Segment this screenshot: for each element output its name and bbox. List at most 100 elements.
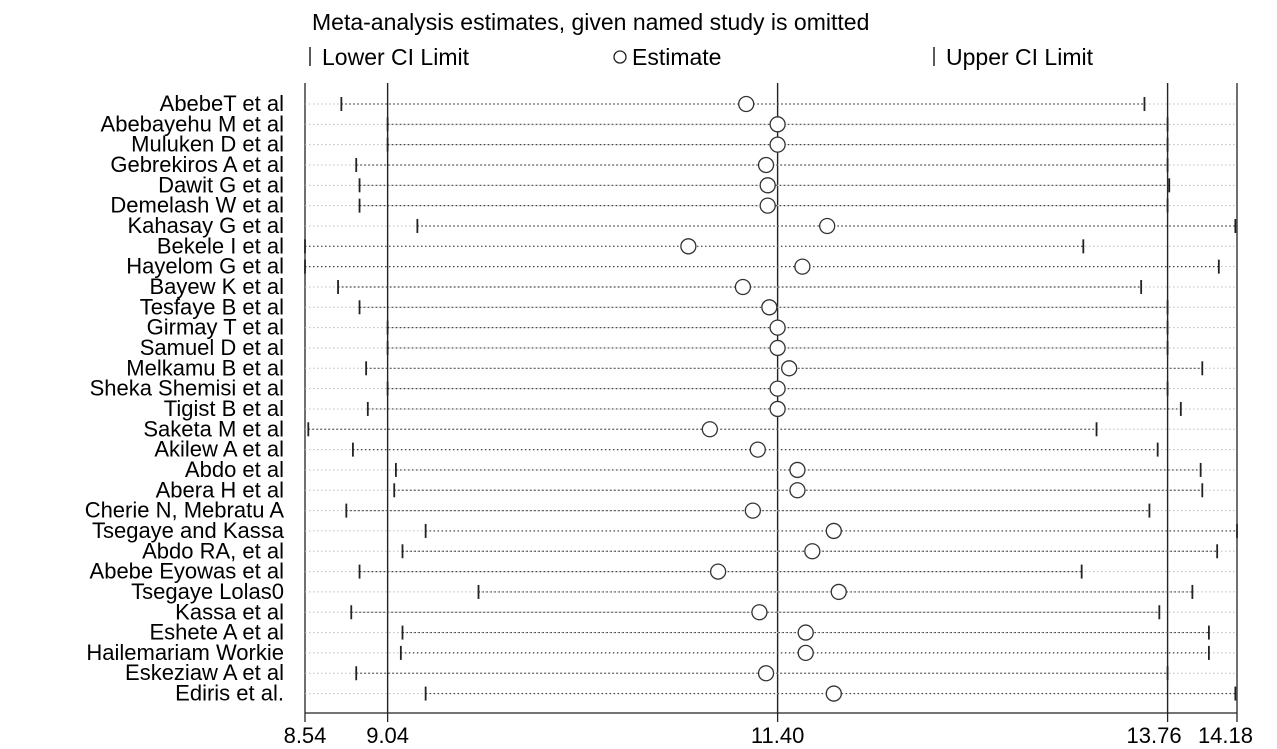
- estimate-marker: [761, 299, 778, 316]
- study-label: Tsegaye Lolas0: [131, 579, 284, 604]
- study-row: [305, 543, 1237, 560]
- study-row: [305, 441, 1237, 458]
- estimate-marker: [757, 156, 775, 174]
- study-label: AbebeT et al: [160, 91, 284, 116]
- study-label: Bekele I et al: [157, 233, 284, 258]
- estimate-marker: [797, 624, 814, 641]
- study-label: Ediris et al.: [175, 681, 284, 706]
- study-label: Saketa M et al: [143, 416, 284, 441]
- study-label: Abera H et al: [156, 477, 284, 502]
- study-row: [305, 360, 1237, 377]
- estimate-marker: [769, 339, 786, 357]
- estimate-marker: [825, 522, 842, 540]
- study-label: Eshete A et al: [149, 620, 284, 645]
- estimate-marker: [738, 95, 755, 113]
- plot-area: [304, 83, 1238, 714]
- study-label: Demelash W et al: [110, 193, 284, 218]
- study-row: [304, 258, 1237, 275]
- legend-estimate-label: Estimate: [632, 44, 721, 70]
- study-label: Abebe Eyowas et al: [90, 559, 284, 584]
- estimate-marker: [769, 400, 786, 418]
- estimate-marker: [769, 136, 786, 153]
- study-row: [305, 177, 1237, 194]
- legend: Lower CI Limit Estimate Upper CI Limit: [309, 44, 1094, 70]
- study-label: Muluken D et al: [131, 132, 284, 157]
- estimate-marker: [830, 583, 847, 601]
- study-row: [305, 522, 1238, 540]
- estimate-marker: [804, 543, 821, 560]
- study-row: [305, 380, 1237, 397]
- estimate-marker: [819, 217, 836, 235]
- estimate-marker: [759, 177, 776, 194]
- x-tick-label: 14.18: [1198, 723, 1253, 748]
- study-row: [305, 136, 1237, 153]
- study-row: [304, 238, 1237, 255]
- study-label: Kahasay G et al: [127, 213, 284, 238]
- study-label: Samuel D et al: [140, 335, 284, 360]
- study-row: [305, 482, 1237, 499]
- study-label: Akilew A et al: [154, 437, 284, 462]
- legend-estimate-marker: [613, 50, 627, 64]
- estimate-marker: [759, 197, 776, 214]
- x-tick-label: 9.04: [366, 723, 409, 748]
- legend-lower-label: Lower CI Limit: [322, 44, 470, 70]
- reference-lines: [386, 83, 1169, 713]
- study-row: [305, 421, 1237, 438]
- study-label: Hayelom G et al: [126, 254, 284, 279]
- study-row: [305, 624, 1237, 641]
- estimate-marker: [744, 502, 761, 519]
- estimate-marker: [781, 360, 798, 377]
- study-row: [305, 685, 1237, 702]
- study-label: Bayew K et al: [149, 274, 284, 299]
- study-label: Eskeziaw A et al: [125, 660, 284, 685]
- estimate-marker: [709, 563, 727, 580]
- study-row: [305, 299, 1237, 316]
- estimate-marker: [794, 258, 811, 275]
- estimate-marker: [680, 238, 697, 255]
- estimate-marker: [789, 461, 806, 479]
- study-label: Sheka Shemisi et al: [90, 376, 284, 401]
- study-label: Kassa et al: [175, 599, 284, 624]
- study-row: [305, 339, 1237, 357]
- x-tick-label: 8.54: [284, 723, 327, 748]
- study-label: Tigist B et al: [164, 396, 284, 421]
- study-row: [305, 461, 1237, 479]
- estimate-marker: [769, 319, 786, 336]
- estimate-marker: [757, 665, 775, 682]
- estimate-marker: [701, 421, 719, 438]
- study-label: Tsegaye and Kassa: [92, 518, 285, 543]
- study-row: [305, 197, 1237, 214]
- study-label: Melkamu B et al: [126, 355, 284, 380]
- study-label: Cherie N, Mebratu A: [85, 498, 285, 523]
- study-label: Abdo RA, et al: [142, 538, 284, 563]
- study-label: Tesfaye B et al: [140, 294, 284, 319]
- study-row: [305, 563, 1237, 580]
- study-rows: [304, 95, 1238, 702]
- study-row: [305, 502, 1237, 519]
- estimate-marker: [789, 482, 806, 499]
- study-label: Dawit G et al: [158, 172, 284, 197]
- estimate-marker: [825, 685, 842, 702]
- study-row: [305, 116, 1237, 133]
- study-row: [305, 217, 1237, 235]
- legend-upper-label: Upper CI Limit: [946, 44, 1094, 70]
- estimate-marker: [734, 278, 752, 296]
- study-label: Abdo et al: [185, 457, 284, 482]
- estimate-marker: [751, 604, 768, 621]
- x-axis: 8.54 9.04 11.40 13.76 14.18: [284, 713, 1253, 748]
- study-row: [305, 644, 1237, 662]
- study-row: [305, 604, 1237, 621]
- study-row: [305, 583, 1237, 601]
- estimate-marker: [749, 441, 766, 458]
- study-label: Gebrekiros A et al: [110, 152, 284, 177]
- study-row: [305, 156, 1237, 174]
- estimate-marker: [769, 116, 786, 133]
- study-label: Hailemariam Workie: [86, 640, 284, 665]
- chart-title: Meta-analysis estimates, given named stu…: [312, 9, 869, 35]
- study-label: Abebayehu M et al: [101, 111, 284, 136]
- study-row: [305, 665, 1237, 682]
- study-row: [305, 319, 1237, 336]
- x-tick-label: 11.40: [751, 723, 804, 748]
